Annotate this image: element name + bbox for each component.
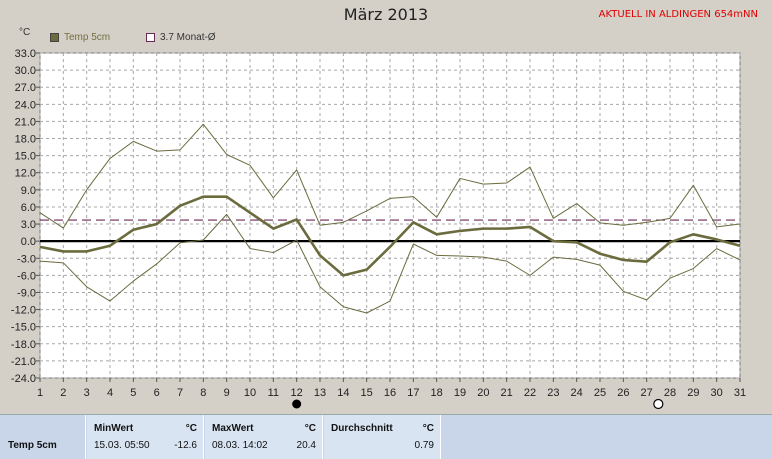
x-tick-label: 1 [37,387,43,399]
average-value: 0.79 [414,440,434,451]
y-tick-label: 3.0 [21,219,36,231]
x-tick-label: 9 [224,387,230,399]
x-tick-label: 16 [384,387,396,399]
x-tick-label: 11 [268,387,279,399]
min-unit: °C [185,423,197,434]
min-header: MinWert [94,423,134,434]
min-value: -12.6 [174,440,197,451]
max-header: MaxWert [212,423,254,434]
legend-label-average: 3.7 Monat-Ø [160,32,216,43]
y-tick-label: -15.0 [11,322,36,334]
station-label: AKTUELL IN ALDINGEN 654mNN [598,9,758,20]
y-tick-label: 30.0 [15,65,36,77]
full-moon-marker [292,399,302,409]
x-tick-label: 19 [454,387,466,399]
x-tick-label: 2 [60,387,66,399]
y-tick-label: 24.0 [15,99,36,111]
max-value: 20.4 [296,440,316,451]
stats-average-cell: Durchschnitt °C 0.79 [324,415,441,459]
daily-max-line [39,123,741,229]
legend-item-temp: Temp 5cm [50,32,110,43]
y-tick-label: -12.0 [11,305,36,317]
x-tick-label: 7 [177,387,183,399]
legend-label-temp: Temp 5cm [64,32,111,43]
x-tick-label: 13 [314,387,326,399]
x-tick-label: 14 [337,387,349,399]
daily-min-line [39,213,741,314]
x-tick-label: 24 [571,387,583,399]
min-time: 15.03. 05:50 [94,440,150,451]
x-tick-label: 21 [501,387,513,399]
max-time: 08.03. 14:02 [212,440,268,451]
y-tick-label: 21.0 [15,116,36,128]
average-unit: °C [422,423,434,434]
x-tick-label: 18 [431,387,443,399]
stats-panel: Temp 5cm MinWert °C 15.03. 05:50 -12.6 M… [0,414,772,459]
x-tick-label: 3 [84,387,90,399]
x-tick-label: 23 [547,387,559,399]
x-tick-label: 17 [407,387,419,399]
x-tick-label: 4 [107,387,113,399]
y-tick-label: -3.0 [17,253,36,265]
x-tick-label: 5 [130,387,136,399]
x-tick-label: 8 [200,387,206,399]
x-tick-label: 25 [594,387,606,399]
y-tick-label: -6.0 [17,270,36,282]
y-tick-label: -9.0 [17,287,36,299]
x-tick-label: 27 [641,387,653,399]
y-tick-label: 27.0 [15,82,36,94]
x-tick-label: 31 [734,387,746,399]
y-tick-label: -24.0 [11,373,36,385]
y-tick-label: -21.0 [11,356,36,368]
x-tick-label: 29 [687,387,699,399]
stats-max-cell: MaxWert °C 08.03. 14:02 20.4 [205,415,323,459]
x-tick-label: 30 [711,387,723,399]
chart-title: März 2013 [343,5,429,24]
x-tick-label: 12 [291,387,303,399]
max-unit: °C [304,423,316,434]
legend-item-monthly-average: 3.7 Monat-Ø [146,32,216,43]
x-tick-label: 10 [244,387,256,399]
y-tick-label: 15.0 [15,151,36,163]
temperature-chart: 33.030.027.024.021.018.015.012.09.06.03.… [11,48,746,410]
x-tick-label: 22 [524,387,536,399]
x-tick-label: 26 [617,387,629,399]
y-tick-label: 12.0 [15,168,36,180]
y-tick-label: 6.0 [21,202,36,214]
y-tick-label: 9.0 [21,185,36,197]
y-tick-label: 0.0 [21,236,36,248]
average-header: Durchschnitt [331,423,393,434]
y-tick-label: -18.0 [11,339,36,351]
new-moon-marker [653,398,664,410]
stats-label-cell: Temp 5cm [0,415,86,459]
stats-row-label: Temp 5cm [8,440,57,451]
y-tick-label: 18.0 [15,134,36,146]
y-axis-unit: °C [19,27,31,38]
legend-swatch-temp [50,33,59,42]
x-tick-label: 15 [361,387,373,399]
temp-5cm-line [39,195,741,277]
stats-min-cell: MinWert °C 15.03. 05:50 -12.6 [87,415,204,459]
x-tick-label: 20 [477,387,489,399]
x-tick-label: 28 [664,387,676,399]
y-tick-label: 33.0 [15,48,36,60]
legend-swatch-average [146,33,155,42]
x-tick-label: 6 [154,387,160,399]
